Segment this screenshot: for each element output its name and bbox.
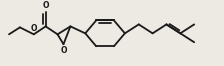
Text: O: O — [42, 1, 49, 10]
Text: O: O — [30, 24, 37, 33]
Text: O: O — [60, 46, 67, 55]
